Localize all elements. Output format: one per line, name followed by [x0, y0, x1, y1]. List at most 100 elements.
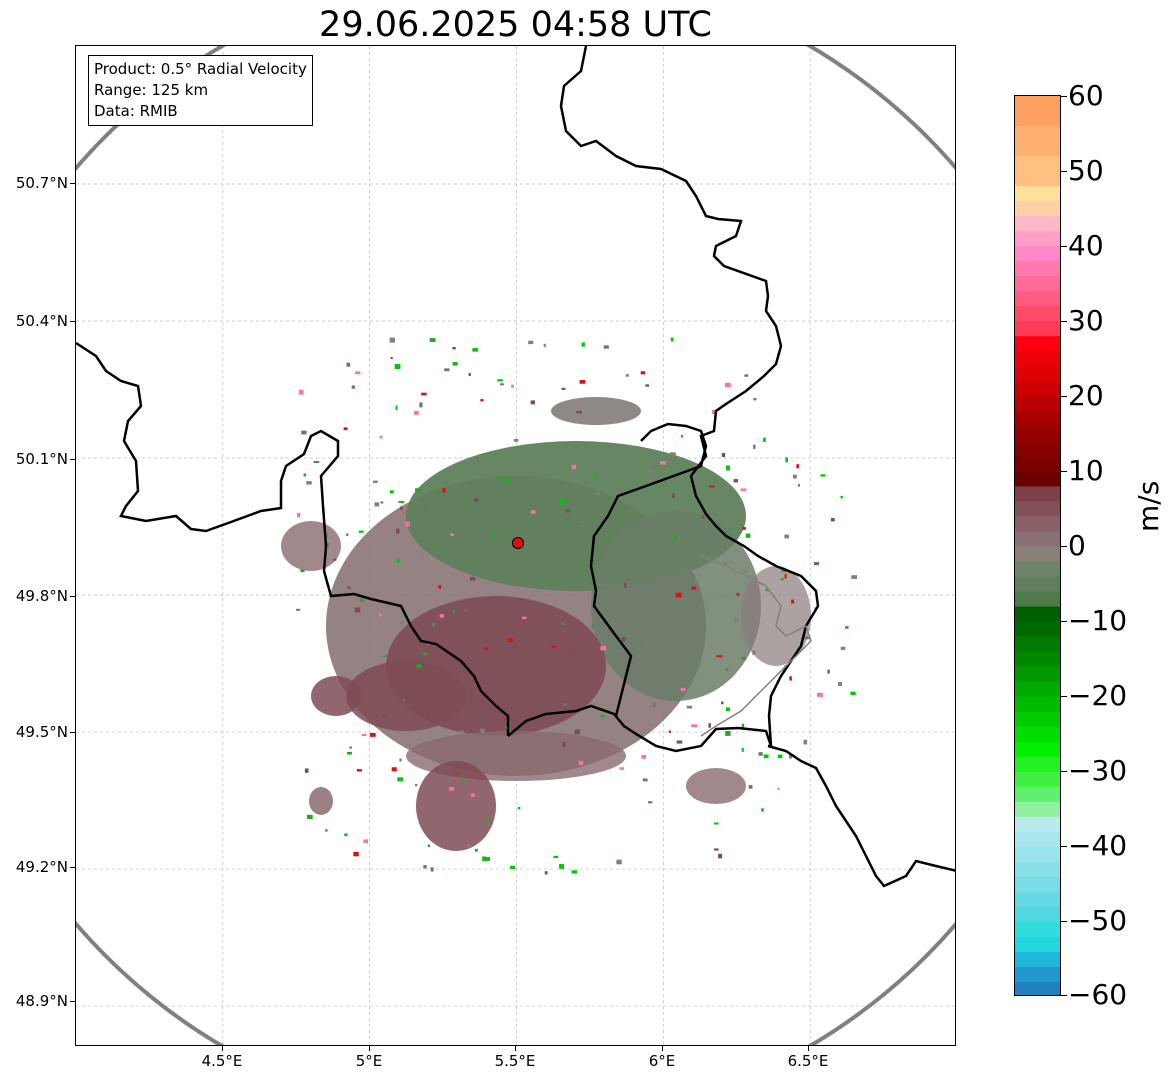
colorbar-tick-label: 10 — [1068, 454, 1104, 487]
lon-tick-label: 5°E — [355, 1052, 383, 1070]
echo-speckle — [485, 856, 491, 861]
echo-outbound-west — [346, 661, 466, 731]
echo-speckle — [838, 681, 843, 687]
echo-speckle — [380, 501, 384, 504]
echo-east-sparse — [741, 566, 811, 666]
data-source-label: Data: RMIB — [94, 102, 178, 120]
lat-tickmark — [70, 183, 75, 184]
echo-speckle — [603, 345, 609, 349]
echo-speckle — [804, 636, 811, 640]
colorbar-band — [1015, 306, 1060, 322]
echo-speckle — [354, 607, 361, 613]
echo-speckle — [581, 521, 584, 524]
echo-speckle — [741, 723, 745, 728]
lon-tick-label: 6°E — [648, 1052, 676, 1070]
echo-speckle — [395, 528, 400, 534]
lat-tickmark — [70, 732, 75, 733]
lon-tickmark — [662, 1046, 663, 1051]
echo-speckle — [600, 645, 607, 651]
echo-speckle — [517, 806, 521, 810]
colorbar-band — [1015, 666, 1060, 683]
echo-speckle — [579, 379, 586, 384]
echo-speckle — [510, 865, 516, 869]
echo-speckle — [544, 871, 548, 875]
echo-speckle — [763, 437, 766, 442]
colorbar-band — [1015, 231, 1060, 247]
echo-speckle — [391, 767, 397, 772]
echo-speckle — [777, 787, 780, 790]
colorbar-band — [1015, 426, 1060, 442]
lat-tick-label: 49.5°N — [15, 723, 68, 741]
colorbar-tick-label: 50 — [1068, 154, 1104, 187]
colorbar-tick-label: −20 — [1068, 679, 1128, 712]
echo-speckle — [720, 701, 724, 705]
border-germany-france — [767, 744, 955, 888]
echo-speckle — [522, 616, 527, 620]
colorbar-band — [1015, 126, 1060, 157]
echo-speckle — [619, 767, 624, 770]
velocity-echoes — [281, 397, 811, 851]
colorbar-tickmark — [1061, 696, 1067, 697]
echo-speckle — [571, 870, 578, 874]
echo-speckle — [850, 691, 856, 696]
echo-speckle — [840, 646, 846, 650]
colorbar-band — [1015, 876, 1060, 893]
echo-speckle — [784, 534, 789, 539]
echo-speckle — [373, 480, 378, 483]
echo-southwest — [416, 761, 496, 851]
echo-speckle — [721, 452, 726, 458]
lat-tick-label: 49.8°N — [15, 587, 68, 605]
echo-speckle — [530, 510, 536, 514]
colorbar-tick-label: 30 — [1068, 304, 1104, 337]
echo-speckle — [530, 502, 535, 507]
echo-speckle — [400, 506, 403, 511]
border-belgium-france — [76, 341, 510, 736]
colorbar-tick-label: −60 — [1068, 978, 1128, 1011]
echo-speckle — [429, 338, 436, 342]
echo-speckle — [486, 818, 491, 822]
echo-speckle — [712, 409, 716, 415]
echo-speckle — [413, 411, 419, 415]
colorbar-band — [1015, 516, 1060, 532]
echo-speckle — [421, 554, 424, 557]
echo-speckle — [639, 638, 643, 642]
echo-speckle — [504, 479, 509, 483]
echo-speckle — [734, 617, 738, 622]
echo-speckle — [394, 364, 401, 369]
colorbar-tickmark — [1061, 995, 1067, 996]
radar-map[interactable] — [75, 45, 956, 1046]
colorbar-tick-label: 40 — [1068, 229, 1104, 262]
echo-speckle — [591, 623, 595, 629]
echo-speckle — [363, 839, 369, 843]
echo-speckle — [695, 580, 699, 583]
echo-speckle — [708, 723, 711, 728]
echo-speckle — [840, 495, 843, 499]
echo-speckle — [724, 382, 731, 388]
colorbar-band — [1015, 801, 1060, 818]
echo-speckle — [307, 814, 313, 820]
colorbar-band — [1015, 576, 1060, 593]
map-title: 29.06.2025 04:58 UTC — [319, 5, 712, 45]
radar-site-marker[interactable] — [511, 536, 524, 549]
echo-speckle — [480, 728, 485, 733]
echo-speckle — [593, 474, 598, 478]
colorbar-tick-label: −10 — [1068, 604, 1128, 637]
lat-tickmark — [70, 321, 75, 322]
colorbar-band — [1015, 366, 1060, 382]
colorbar-band — [1015, 936, 1060, 953]
lon-tickmark — [222, 1046, 223, 1051]
echo-speckle — [648, 468, 654, 473]
colorbar-tick-label: −30 — [1068, 754, 1128, 787]
echo-speckle — [400, 621, 404, 626]
echo-speckle — [432, 622, 436, 628]
lon-tickmark — [369, 1046, 370, 1051]
echo-speckle — [422, 652, 428, 656]
echo-speckle — [743, 570, 748, 574]
echo-speckle — [497, 379, 503, 382]
echo-speckle — [691, 586, 697, 590]
echo-speckle — [785, 457, 789, 463]
echo-speckle — [647, 801, 653, 804]
colorbar-band — [1015, 501, 1060, 517]
echo-speckle — [561, 622, 565, 625]
colorbar-band — [1015, 216, 1060, 232]
